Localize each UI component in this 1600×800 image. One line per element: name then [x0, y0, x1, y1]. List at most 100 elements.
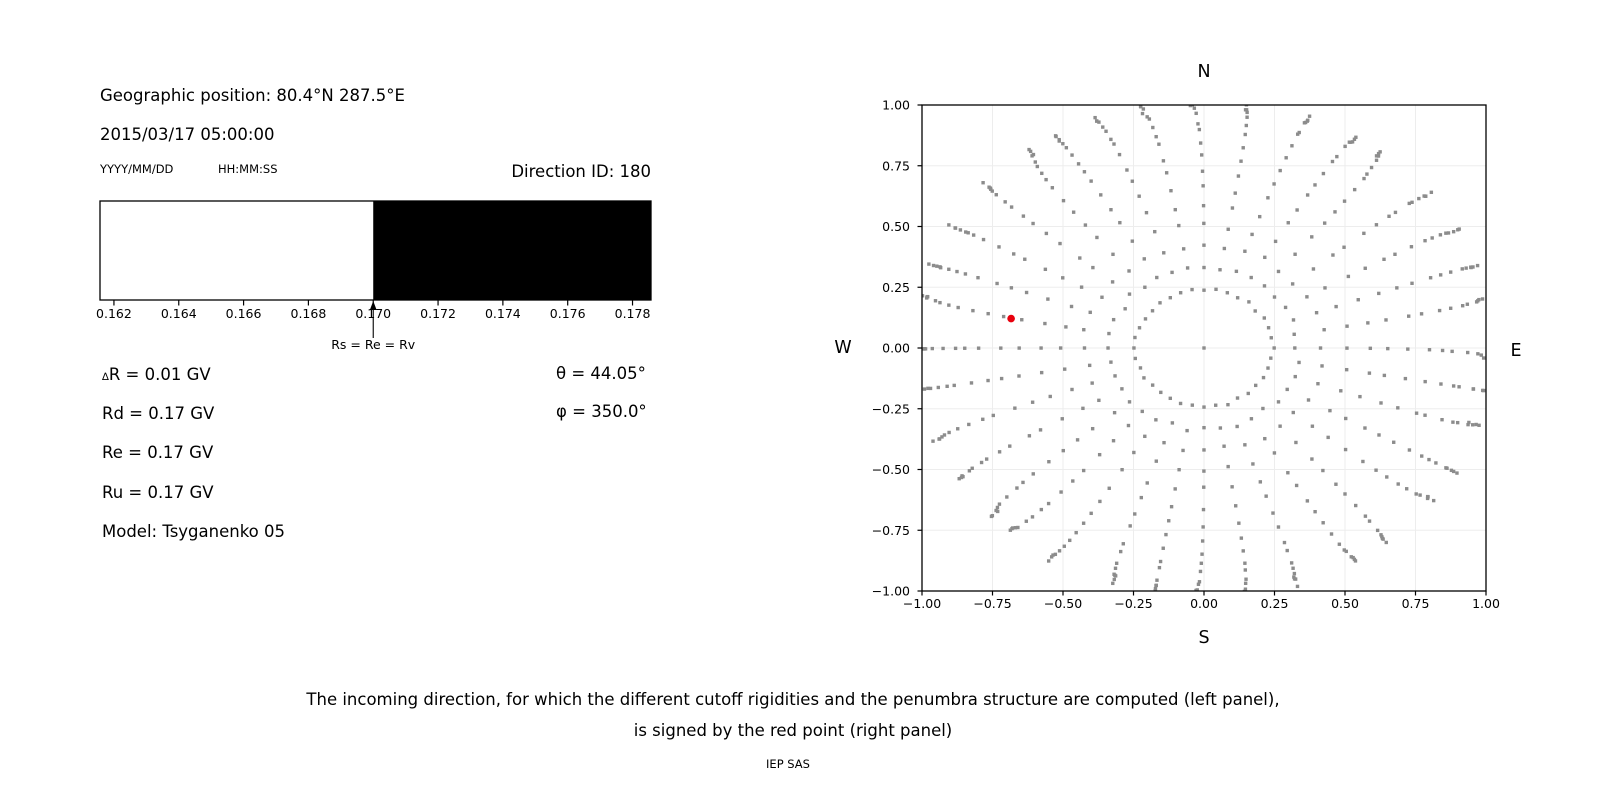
- direction-dot: [1093, 115, 1097, 120]
- direction-dot: [1030, 400, 1035, 404]
- direction-dot: [1333, 210, 1337, 214]
- direction-dot: [1024, 519, 1029, 523]
- direction-dot: [1202, 425, 1206, 430]
- direction-dot: [1142, 257, 1146, 261]
- direction-dot: [1226, 402, 1230, 407]
- direction-dot: [1058, 346, 1063, 350]
- direction-dot: [1235, 424, 1239, 429]
- direction-dot: [1153, 587, 1158, 591]
- direction-dot: [1062, 544, 1066, 548]
- direction-dot: [1353, 559, 1358, 563]
- penumbra-tick-label: 0.162: [96, 306, 132, 321]
- direction-dot: [1303, 120, 1308, 125]
- penumbra-tick-label: 0.172: [420, 306, 456, 321]
- direction-dot: [1374, 158, 1379, 162]
- direction-dot: [1051, 553, 1055, 557]
- direction-dot: [1311, 267, 1316, 271]
- direction-dot: [1342, 199, 1347, 203]
- direction-dot: [1031, 472, 1035, 476]
- direction-dot: [1039, 370, 1044, 375]
- direction-dot: [1272, 295, 1277, 299]
- direction-dot: [1469, 265, 1473, 270]
- direction-dot: [1352, 187, 1357, 192]
- direction-dot: [1448, 270, 1453, 274]
- direction-dot: [1144, 210, 1149, 215]
- direction-dot: [1445, 466, 1449, 470]
- direction-dot: [1139, 105, 1143, 109]
- direction-dot: [916, 388, 919, 391]
- direction-dot: [1090, 426, 1095, 431]
- direction-dot: [1226, 464, 1230, 469]
- direction-dot: [990, 189, 994, 193]
- direction-dot: [1235, 396, 1240, 400]
- direction-dot: [1241, 146, 1245, 150]
- direction-dot: [1038, 428, 1043, 432]
- direction-dot: [1061, 198, 1066, 203]
- direction-dot: [1164, 532, 1168, 537]
- penumbra-segment-1: [373, 201, 651, 300]
- direction-dot: [1368, 346, 1373, 351]
- direction-dot: [1233, 191, 1237, 195]
- direction-dot: [1113, 566, 1118, 570]
- re-text: Re = 0.17 GV: [102, 443, 214, 462]
- direction-dot: [1028, 149, 1033, 154]
- direction-dot: [947, 430, 951, 435]
- x-tick-label: 0.25: [1261, 596, 1289, 611]
- direction-dot: [999, 376, 1004, 381]
- direction-dot: [1114, 561, 1119, 565]
- direction-dot: [1197, 580, 1202, 584]
- direction-dot: [1074, 530, 1078, 535]
- direction-dot: [1344, 416, 1348, 421]
- direction-dot: [1423, 413, 1427, 417]
- direction-dot: [1244, 577, 1248, 581]
- direction-dot: [940, 435, 944, 439]
- direction-dot: [1379, 533, 1383, 537]
- direction-dot: [1117, 152, 1122, 157]
- penumbra-segment-0: [100, 201, 374, 300]
- direction-dot: [1264, 494, 1268, 498]
- direction-dot: [930, 346, 935, 351]
- direction-dot: [1243, 443, 1247, 447]
- direction-dot: [1310, 424, 1315, 428]
- direction-dot: [1141, 107, 1146, 111]
- direction-dot: [1428, 276, 1433, 280]
- direction-dot: [1271, 511, 1275, 515]
- direction-dot: [1326, 435, 1330, 440]
- direction-dot: [1243, 561, 1247, 565]
- direction-dot: [1243, 249, 1247, 253]
- direction-dot: [1374, 468, 1378, 472]
- direction-dot: [1153, 229, 1157, 234]
- direction-dot: [1127, 292, 1132, 296]
- direction-dot: [1363, 266, 1367, 270]
- direction-dot: [1376, 151, 1381, 156]
- direction-dot: [1164, 171, 1169, 175]
- direction-dot: [1294, 483, 1299, 488]
- direction-dot: [1386, 346, 1390, 351]
- direction-dot: [1089, 511, 1093, 516]
- direction-dot: [1061, 448, 1065, 453]
- direction-dot: [1251, 462, 1255, 466]
- direction-dot: [1061, 142, 1065, 146]
- direction-dot: [1201, 184, 1205, 188]
- direction-dot: [925, 295, 930, 299]
- direction-dot: [1070, 153, 1074, 157]
- direction-dot: [1112, 577, 1116, 582]
- direction-dot: [1157, 142, 1161, 146]
- direction-dot: [971, 308, 975, 313]
- direction-dot: [1487, 390, 1490, 393]
- direction-dot: [1070, 387, 1074, 392]
- direction-dot: [1181, 247, 1186, 251]
- direction-dot: [1356, 298, 1360, 302]
- direction-dot: [1403, 376, 1408, 381]
- direction-dot: [1297, 360, 1301, 365]
- red-direction-point: [1007, 314, 1015, 323]
- direction-dot: [1306, 398, 1311, 402]
- direction-dot: [1387, 214, 1391, 218]
- direction-dot: [1244, 123, 1249, 128]
- direction-dot: [1046, 501, 1051, 506]
- direction-dot: [1269, 356, 1273, 360]
- direction-dot: [1068, 538, 1072, 543]
- direction-dot: [1133, 356, 1137, 361]
- direction-dot: [1044, 177, 1048, 182]
- direction-dot: [1101, 125, 1105, 129]
